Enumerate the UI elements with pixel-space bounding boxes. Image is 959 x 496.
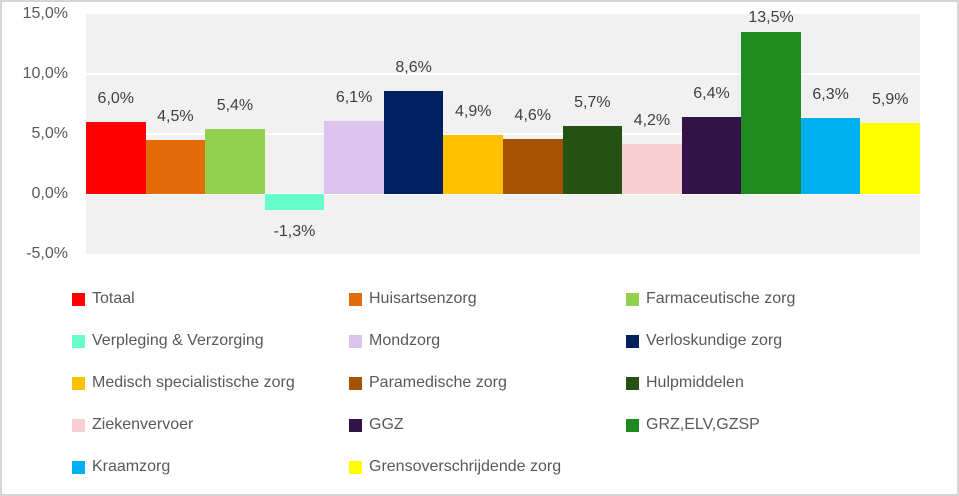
legend-label: Medisch specialistische zorg <box>92 374 295 391</box>
y-axis: 15,0% 10,0% 5,0% 0,0% -5,0% <box>2 2 76 272</box>
legend-label: Ziekenvervoer <box>92 416 194 433</box>
legend: Totaal Huisartsenzorg Farmaceutische zorg V… <box>2 276 957 492</box>
legend-item-grensoverschrijdende-zorg: Grensoverschrijdende zorg <box>349 457 561 477</box>
bar-data-label: 8,6% <box>395 58 432 76</box>
legend-item-ziekenvervoer: Ziekenvervoer <box>72 415 193 435</box>
legend-swatch-icon <box>626 292 639 306</box>
legend-item-hulpmiddelen: Hulpmiddelen <box>626 373 744 393</box>
bar-ggz <box>681 117 742 194</box>
legend-item-verloskundige-zorg: Verloskundige zorg <box>626 331 782 351</box>
bar-ziekenvervoer <box>622 143 682 194</box>
bar-data-label: 6,1% <box>335 88 373 106</box>
legend-item-medisch-specialistische-zorg: Medisch specialistische zorg <box>72 373 295 393</box>
bar-data-label: 4,9% <box>454 103 492 121</box>
legend-swatch-icon <box>349 334 362 348</box>
legend-item-farmaceutische-zorg: Farmaceutische zorg <box>626 289 795 309</box>
legend-item-totaal: Totaal <box>72 289 135 309</box>
bar-mondzorg <box>324 120 384 194</box>
y-axis-tick-label: 15,0% <box>22 5 68 22</box>
legend-item-paramedische-zorg: Paramedische zorg <box>349 373 507 393</box>
bar-grz-elv-gzsp <box>741 32 801 194</box>
legend-label: GRZ,ELV,GZSP <box>646 416 760 433</box>
legend-label: Hulpmiddelen <box>646 374 744 391</box>
bar-data-label: -1,3% <box>273 222 316 240</box>
legend-swatch-icon <box>626 334 639 348</box>
bar-data-label: 4,2% <box>633 111 671 129</box>
bar-paramedische-zorg <box>503 138 563 194</box>
bar-farmaceutische-zorg <box>205 129 265 194</box>
legend-item-huisartsenzorg: Huisartsenzorg <box>349 289 477 309</box>
y-axis-tick-label: 0,0% <box>31 185 68 202</box>
legend-swatch-icon <box>72 292 85 306</box>
legend-label: Grensoverschrijdende zorg <box>369 458 562 475</box>
legend-item-kraamzorg: Kraamzorg <box>72 457 170 477</box>
gridline-10pct <box>86 73 920 75</box>
bar-kraamzorg <box>800 118 861 194</box>
legend-label: Verloskundige zorg <box>646 332 783 349</box>
legend-item-grz-elv-gzsp: GRZ,ELV,GZSP <box>626 415 760 435</box>
legend-swatch-icon <box>72 418 85 432</box>
y-axis-tick-label: -5,0% <box>26 245 68 262</box>
legend-label: Huisartsenzorg <box>369 290 477 307</box>
bar-huisartsenzorg <box>145 140 206 194</box>
legend-swatch-icon <box>349 292 362 306</box>
legend-swatch-icon <box>349 418 362 432</box>
legend-item-verpleging-verzorging: Verpleging & Verzorging <box>72 331 264 351</box>
legend-label: Paramedische zorg <box>369 374 507 391</box>
legend-label: Totaal <box>92 290 135 307</box>
gridline-0pct <box>86 193 920 195</box>
y-axis-tick-label: 10,0% <box>22 65 68 82</box>
legend-swatch-icon <box>72 376 85 390</box>
legend-swatch-icon <box>72 460 85 474</box>
bar-grensoverschrijdende-zorg <box>860 123 920 194</box>
bar-data-label: 4,5% <box>157 108 194 125</box>
bar-hulpmiddelen <box>562 125 623 194</box>
bar-totaal <box>86 122 146 194</box>
legend-swatch-icon <box>72 334 85 348</box>
bar-data-label: 5,7% <box>574 93 611 111</box>
bar-verpleging-verzorging <box>264 194 325 210</box>
bar-data-label: 6,3% <box>812 86 849 104</box>
legend-label: Verpleging & Verzorging <box>92 332 264 349</box>
legend-label: Kraamzorg <box>92 458 171 475</box>
bar-data-label: 6,0% <box>97 90 135 107</box>
legend-swatch-icon <box>349 460 362 474</box>
bar-data-label: 5,9% <box>871 91 909 109</box>
bar-data-label: 13,5% <box>748 9 794 26</box>
legend-swatch-icon <box>626 418 639 432</box>
legend-swatch-icon <box>626 376 639 390</box>
legend-label: Mondzorg <box>369 332 441 349</box>
bar-data-label: 6,4% <box>693 85 730 103</box>
bar-data-label: 5,4% <box>216 97 254 115</box>
legend-item-ggz: GGZ <box>349 415 404 435</box>
bar-verloskundige-zorg <box>383 90 444 194</box>
legend-label: Farmaceutische zorg <box>646 290 796 307</box>
gridline-5pct <box>86 133 920 135</box>
legend-item-mondzorg: Mondzorg <box>349 331 440 351</box>
bar-medisch-specialistische-zorg <box>443 135 503 194</box>
y-axis-tick-label: 5,0% <box>31 125 68 142</box>
legend-label: GGZ <box>369 416 404 433</box>
legend-swatch-icon <box>349 376 362 390</box>
bar-data-label: 4,6% <box>514 106 552 124</box>
plot-area: 6,0% 4,5% 5,4% -1,3% 6,1% 8,6% 4,9% 4,6% 5,7% 4,2… <box>86 9 920 254</box>
